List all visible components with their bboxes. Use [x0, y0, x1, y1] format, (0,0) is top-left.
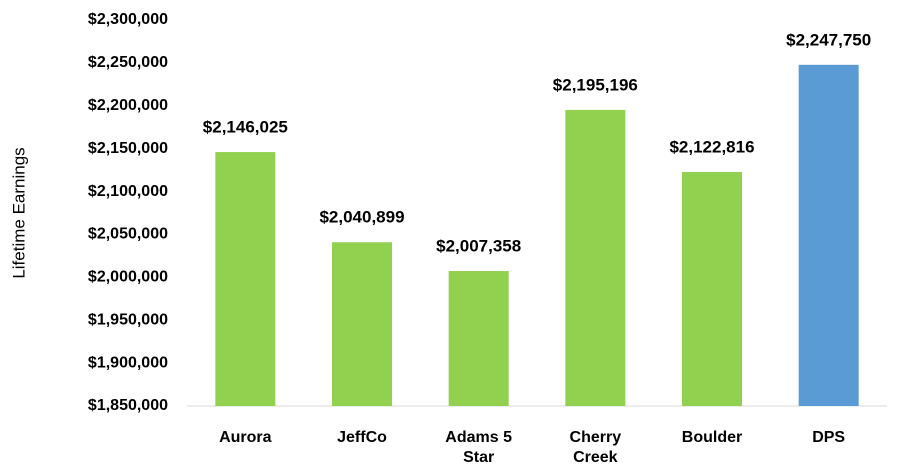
x-tick-label: Adams 5 Star [445, 429, 512, 466]
y-tick-label: $2,150,000 [88, 140, 168, 157]
x-tick-label: Cherry Creek [569, 429, 622, 466]
bar [215, 152, 276, 406]
y-tick-label: $2,250,000 [88, 54, 168, 71]
bar [448, 271, 509, 406]
y-tick-label: $1,850,000 [88, 397, 168, 414]
value-label: $2,146,025 [203, 118, 288, 137]
bar [332, 242, 392, 406]
y-tick-label: $2,100,000 [88, 183, 168, 200]
y-tick-label: $2,000,000 [88, 269, 168, 286]
y-tick-label: $2,200,000 [88, 97, 168, 114]
value-label: $2,040,899 [319, 208, 404, 227]
x-tick-label: JeffCo [337, 429, 387, 446]
bar [682, 171, 742, 406]
bar [565, 109, 626, 406]
x-tick-label: Boulder [681, 429, 743, 446]
x-tick-label: Aurora [219, 429, 272, 446]
y-tick-label: $2,050,000 [88, 226, 168, 243]
value-label: $2,122,816 [669, 137, 754, 156]
value-label: $2,195,196 [553, 75, 638, 94]
y-tick-label: $1,950,000 [88, 311, 168, 328]
y-tick-label: $1,900,000 [88, 354, 168, 371]
bar [798, 64, 859, 407]
y-tick-label: $2,300,000 [88, 11, 168, 28]
y-axis-title: Lifetime Earnings [9, 147, 28, 278]
value-label: $2,247,750 [786, 30, 871, 49]
value-label: $2,007,358 [436, 237, 521, 256]
x-tick-label: DPS [812, 429, 846, 446]
